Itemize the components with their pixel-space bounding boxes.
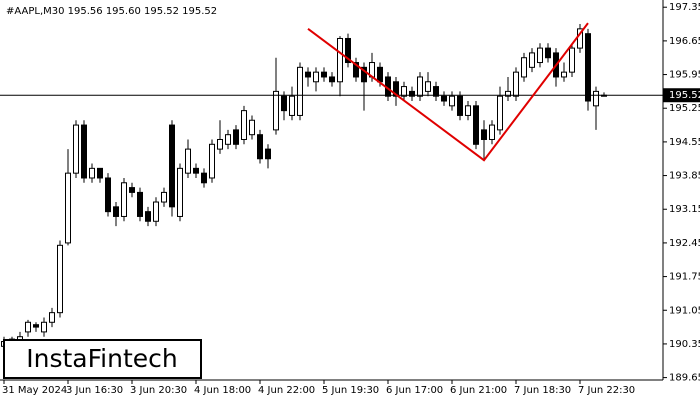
- candle-body: [49, 312, 55, 323]
- y-tick-label: 191.75: [669, 272, 700, 283]
- candle-body: [585, 33, 591, 102]
- x-tick-label: 6 Jun 21:00: [450, 385, 507, 396]
- candle-body: [185, 148, 191, 174]
- candle-body: [225, 134, 231, 145]
- candle-body: [25, 321, 31, 333]
- candle-body: [345, 37, 351, 64]
- y-tick-label: 194.55: [669, 137, 700, 148]
- candle-body: [593, 90, 599, 107]
- y-tick-label: 192.45: [669, 238, 700, 249]
- chart-title: #AAPL,M30 195.56 195.60 195.52 195.52: [6, 6, 217, 17]
- candle-body: [129, 187, 135, 193]
- y-tick-label: 197.35: [669, 2, 700, 13]
- candle-body: [481, 129, 487, 140]
- candle-body: [353, 62, 359, 78]
- candle-body: [529, 52, 535, 68]
- candle-body: [105, 177, 111, 213]
- candle-body: [361, 66, 367, 83]
- candle-body: [281, 95, 287, 112]
- candle-body: [329, 76, 335, 83]
- x-tick-label: 7 Jun 18:30: [514, 385, 571, 396]
- x-tick-label: 5 Jun 19:30: [322, 385, 379, 396]
- x-tick-label: 3 Jun 16:30: [66, 385, 123, 396]
- candle-body: [489, 124, 495, 140]
- candle-body: [73, 124, 79, 174]
- candle-body: [337, 37, 343, 83]
- y-tick-label: 193.85: [669, 171, 700, 182]
- candle-body: [81, 124, 87, 179]
- x-tick-label: 4 Jun 22:00: [258, 385, 315, 396]
- candle-body: [377, 66, 383, 83]
- candle-body: [217, 138, 223, 150]
- x-tick-label: 6 Jun 17:00: [386, 385, 443, 396]
- candle-body: [513, 71, 519, 97]
- candle-body: [465, 105, 471, 116]
- candle-body: [33, 324, 39, 328]
- y-tick-label: 189.65: [669, 373, 700, 384]
- candle-body: [89, 167, 95, 179]
- y-tick-label: 193.15: [669, 204, 700, 215]
- candle-body: [321, 71, 327, 78]
- candle-body: [569, 47, 575, 73]
- candle-body: [137, 191, 143, 217]
- x-tick-label: 3 Jun 20:30: [130, 385, 187, 396]
- candle-body: [257, 134, 263, 160]
- candle-body: [425, 81, 431, 92]
- candle-body: [41, 321, 47, 333]
- candle-body: [433, 86, 439, 97]
- candle-body: [505, 90, 511, 97]
- candle-body: [401, 86, 407, 97]
- candle-body: [537, 47, 543, 64]
- logo-box: [3, 339, 202, 379]
- y-tick-label: 195.95: [669, 70, 700, 81]
- candle-body: [121, 182, 127, 217]
- candle-body: [497, 95, 503, 131]
- candle-body: [145, 211, 151, 222]
- candle-body: [161, 191, 167, 203]
- candle-body: [273, 90, 279, 131]
- candle-body: [233, 129, 239, 145]
- candle-body: [457, 95, 463, 116]
- candle-body: [313, 71, 319, 83]
- candle-body: [393, 81, 399, 97]
- candle-body: [417, 76, 423, 97]
- candle-body: [449, 95, 455, 107]
- candle-body: [249, 119, 255, 136]
- candle-body: [57, 244, 63, 314]
- candle-body: [265, 148, 271, 160]
- current-price-label: 195.52: [669, 90, 700, 101]
- candle-body: [297, 66, 303, 116]
- candle-body: [201, 172, 207, 184]
- candle-body: [409, 90, 415, 97]
- x-tick-label: 31 May 2024: [2, 385, 67, 396]
- y-tick-label: 195.25: [669, 103, 700, 114]
- candle-body: [521, 57, 527, 78]
- candle-body: [561, 71, 567, 78]
- y-tick-label: 191.05: [669, 305, 700, 316]
- x-tick-label: 4 Jun 18:00: [194, 385, 251, 396]
- candle-body: [177, 167, 183, 217]
- candle-body: [113, 206, 119, 217]
- x-tick-label: 7 Jun 22:30: [578, 385, 635, 396]
- pattern-line: [307, 22, 589, 162]
- candle-body: [289, 95, 295, 116]
- candle-body: [305, 71, 311, 78]
- candle-body: [241, 110, 247, 140]
- candle-body: [545, 47, 551, 59]
- candle-body: [209, 143, 215, 179]
- candle-body: [97, 167, 103, 179]
- y-tick-label: 190.35: [669, 339, 700, 350]
- current-price-box: [663, 88, 700, 103]
- logo: InstaFintech: [26, 344, 178, 373]
- candle-body: [473, 105, 479, 145]
- candle-body: [153, 201, 159, 222]
- candle-body: [441, 95, 447, 102]
- candle-body: [169, 124, 175, 208]
- y-tick-label: 196.65: [669, 36, 700, 47]
- candle-body: [193, 167, 199, 174]
- candle-body: [65, 172, 71, 244]
